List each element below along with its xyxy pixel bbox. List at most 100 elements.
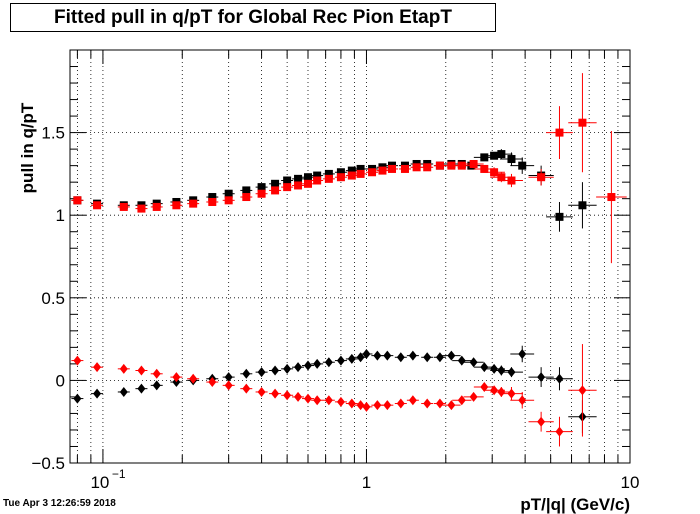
data-point-diamond bbox=[518, 395, 527, 406]
data-point-diamond bbox=[578, 385, 587, 396]
data-point-square bbox=[257, 183, 266, 192]
data-point-diamond bbox=[480, 362, 489, 373]
data-point-diamond bbox=[447, 400, 456, 411]
data-point-square bbox=[469, 159, 478, 168]
data-point-diamond bbox=[152, 380, 161, 391]
data-point-square bbox=[356, 169, 365, 178]
plot-frame bbox=[69, 49, 631, 464]
data-point-square bbox=[537, 173, 546, 182]
data-point-square bbox=[283, 183, 292, 192]
data-point-square bbox=[555, 212, 564, 221]
data-point-diamond bbox=[303, 393, 312, 404]
data-point-square bbox=[271, 186, 280, 195]
data-point-square bbox=[378, 166, 387, 175]
data-point-square bbox=[447, 161, 456, 170]
data-point-square bbox=[497, 173, 506, 182]
data-point-square bbox=[242, 186, 251, 195]
data-point-diamond bbox=[347, 398, 356, 409]
x-axis-label: pT/|q| (GeV/c) bbox=[520, 495, 630, 514]
data-point-diamond bbox=[497, 386, 506, 397]
data-point-square bbox=[119, 202, 128, 211]
data-point-diamond bbox=[373, 350, 382, 361]
data-point-diamond bbox=[283, 363, 292, 374]
x-tick-label: 1 bbox=[362, 473, 371, 492]
data-point-diamond bbox=[242, 383, 251, 394]
data-point-square bbox=[356, 164, 365, 173]
data-point-diamond bbox=[396, 398, 405, 409]
data-point-diamond bbox=[469, 391, 478, 402]
data-point-square bbox=[271, 179, 280, 188]
data-point-square bbox=[490, 168, 499, 177]
data-point-diamond bbox=[257, 386, 266, 397]
data-point-diamond bbox=[152, 368, 161, 379]
data-point-square bbox=[294, 181, 303, 190]
data-point-diamond bbox=[73, 355, 82, 366]
data-point-square bbox=[336, 168, 345, 177]
data-point-square bbox=[224, 196, 233, 205]
data-point-diamond bbox=[271, 388, 280, 399]
data-point-square bbox=[423, 163, 432, 172]
data-point-square bbox=[480, 153, 489, 162]
data-point-diamond bbox=[294, 362, 303, 373]
data-point-square bbox=[368, 168, 377, 177]
data-point-square bbox=[497, 150, 506, 159]
y-tick-label: 1.5 bbox=[41, 124, 65, 143]
data-point-diamond bbox=[537, 372, 546, 383]
data-point-diamond bbox=[362, 401, 371, 412]
y-tick-label: −0.5 bbox=[31, 454, 65, 473]
data-point-diamond bbox=[518, 348, 527, 359]
data-point-square bbox=[137, 204, 146, 213]
data-series bbox=[71, 73, 627, 447]
data-point-diamond bbox=[336, 396, 345, 407]
axis-labels: pull in q/pT pT/|q| (GeV/c) bbox=[18, 102, 630, 514]
data-point-diamond bbox=[373, 400, 382, 411]
series-2 bbox=[71, 345, 597, 434]
data-point-diamond bbox=[490, 363, 499, 374]
data-point-square bbox=[208, 197, 217, 206]
data-point-diamond bbox=[224, 372, 233, 383]
data-point-square bbox=[189, 199, 198, 208]
data-point-diamond bbox=[447, 350, 456, 361]
data-point-diamond bbox=[497, 365, 506, 376]
data-point-square bbox=[480, 164, 489, 173]
data-point-diamond bbox=[303, 360, 312, 371]
data-point-diamond bbox=[383, 400, 392, 411]
data-point-diamond bbox=[457, 355, 466, 366]
data-point-diamond bbox=[507, 388, 516, 399]
data-point-square bbox=[313, 176, 322, 185]
data-point-diamond bbox=[555, 373, 564, 384]
data-point-diamond bbox=[480, 382, 489, 393]
y-tick-label: 0.5 bbox=[41, 289, 65, 308]
data-point-square bbox=[518, 161, 527, 170]
data-point-diamond bbox=[119, 386, 128, 397]
data-point-diamond bbox=[93, 388, 102, 399]
x-tick-label: 10 bbox=[90, 473, 109, 492]
data-point-diamond bbox=[408, 395, 417, 406]
data-point-diamond bbox=[208, 377, 217, 388]
series-1 bbox=[71, 73, 627, 264]
y-tick-label: 1 bbox=[56, 206, 65, 225]
series-0 bbox=[71, 149, 597, 232]
data-point-square bbox=[152, 202, 161, 211]
data-point-diamond bbox=[313, 395, 322, 406]
data-point-diamond bbox=[294, 391, 303, 402]
series-3 bbox=[71, 344, 597, 447]
data-point-square bbox=[73, 196, 82, 205]
data-point-square bbox=[172, 201, 181, 210]
data-point-diamond bbox=[507, 367, 516, 378]
data-point-square bbox=[303, 173, 312, 182]
data-point-square bbox=[435, 161, 444, 170]
data-point-square bbox=[578, 118, 587, 127]
data-point-diamond bbox=[396, 352, 405, 363]
data-point-diamond bbox=[356, 400, 365, 411]
data-point-square bbox=[242, 193, 251, 202]
data-point-square bbox=[324, 174, 333, 183]
x-tick-label: 10 bbox=[621, 473, 640, 492]
data-point-square bbox=[303, 179, 312, 188]
data-point-square bbox=[208, 193, 217, 202]
data-point-square bbox=[457, 161, 466, 170]
x-tick-label-exponent: −1 bbox=[112, 467, 126, 481]
data-point-diamond bbox=[383, 350, 392, 361]
data-point-diamond bbox=[324, 395, 333, 406]
